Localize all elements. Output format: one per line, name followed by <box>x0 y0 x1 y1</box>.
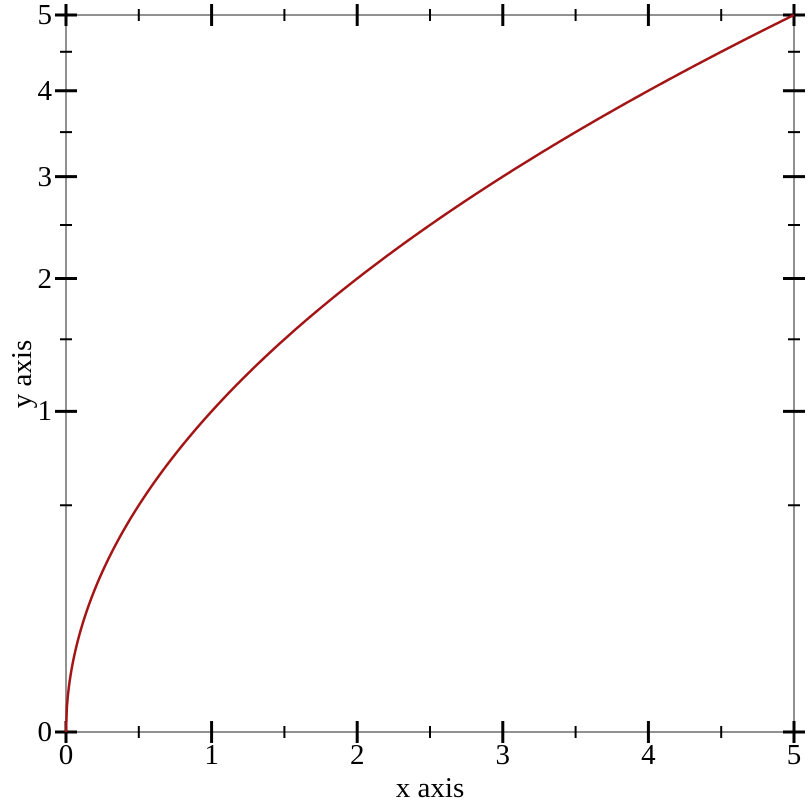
y-tick-label: 2 <box>37 262 53 295</box>
y-tick-label: 5 <box>37 0 53 31</box>
x-tick-label: 1 <box>204 739 219 771</box>
function-curve <box>64 13 795 733</box>
y-tick-label: 3 <box>37 160 53 193</box>
x-tick-label: 2 <box>349 739 365 771</box>
x-axis-title: x axis <box>395 772 465 804</box>
x-tick-label: 5 <box>786 739 802 771</box>
x-tick-label: 3 <box>495 739 511 771</box>
x-tick-label: 4 <box>641 739 656 771</box>
y-tick-label: 0 <box>37 716 53 748</box>
y-tick-label: 4 <box>37 74 53 107</box>
x-tick-label: 0 <box>58 739 74 771</box>
y-tick-label: 1 <box>37 395 53 428</box>
y-axis-title: y axis <box>6 339 38 408</box>
